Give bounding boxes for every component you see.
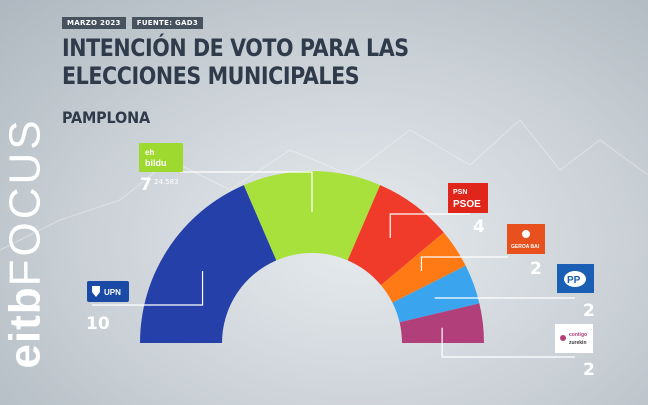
geroa-sun-icon [522, 230, 530, 238]
pp-logo-label: PP [567, 275, 581, 286]
upn-shield-icon [92, 286, 100, 297]
arc-segment-pp [392, 265, 480, 323]
seat-label-pp: 2 [583, 301, 595, 321]
bildu-logo-line2: bildu [145, 158, 167, 168]
seat-arcs [140, 171, 484, 343]
leader-line-psn-psoe [389, 213, 470, 238]
contigo-logo-line1: contigo [569, 332, 587, 338]
geroa-logo-label: GEROA BAI [511, 244, 540, 250]
party-psn-psoe: PSN PSOE 4 [448, 183, 488, 237]
party-eh-bildu: eh bildu 7 24.583 [139, 143, 183, 195]
arc-segment-psn-psoe [347, 185, 444, 286]
psoe-logo-line1: PSN [453, 189, 467, 196]
party-geroa-bai: GEROA BAI 2 [507, 224, 545, 279]
leader-line-geroa-bai [420, 256, 508, 272]
leader-lines [92, 171, 575, 358]
date-badge: MARZO 2023 [62, 17, 126, 29]
arc-segment-eh-bildu [243, 171, 381, 261]
background-line [0, 119, 648, 251]
party-contigo: contigo zurekin 2 [555, 324, 595, 380]
arc-segment-upn [140, 185, 277, 343]
leader-line-eh-bildu [180, 171, 313, 212]
seat-label-contigo: 2 [583, 360, 595, 380]
seat-label-bildu: 7 [140, 175, 152, 195]
meta-row: MARZO 2023 FUENTE: GAD3 [62, 17, 204, 29]
upn-logo-label: UPN [104, 288, 121, 297]
leader-line-contigo-zurekin [441, 327, 575, 358]
arc-segment-geroa-bai [380, 232, 466, 303]
seat-label-geroa: 2 [530, 259, 542, 279]
votes-label-bildu: 24.583 [154, 178, 179, 186]
contigo-dot-icon [560, 335, 566, 341]
contigo-logo-line2: zurekin [569, 340, 587, 346]
arc-segment-contigo-zurekin [399, 303, 484, 343]
party-upn: UPN 10 [86, 281, 129, 334]
bildu-logo-box [139, 143, 183, 172]
chart-subtitle: PAMPLONA [62, 108, 150, 127]
psoe-logo-line2: PSOE [453, 199, 481, 210]
pp-logo-ring [564, 271, 586, 287]
seat-label-psoe: 4 [473, 217, 485, 237]
psoe-logo-box [448, 183, 488, 213]
seat-label-upn: 10 [86, 314, 110, 334]
source-badge: FUENTE: GAD3 [131, 17, 204, 29]
geroa-logo-box [507, 224, 545, 254]
leader-line-upn [92, 271, 204, 306]
chart-title: INTENCIÓN DE VOTO PARA LAS ELECCIONES MU… [62, 34, 409, 90]
background-decoration [0, 119, 648, 251]
party-pp: PP 2 [557, 264, 595, 321]
bildu-logo-line1: eh [145, 148, 154, 157]
